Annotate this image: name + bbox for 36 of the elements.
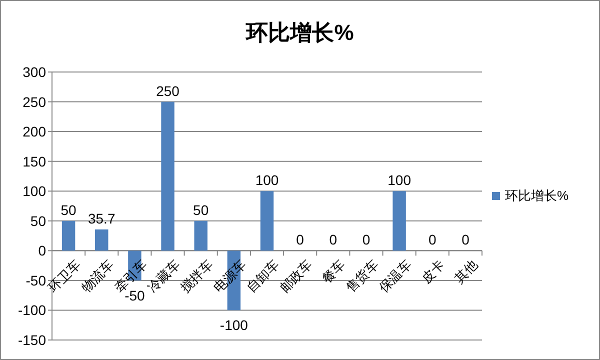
data-label: 0 [296,232,304,248]
x-tick-label: 皮卡 [418,256,448,286]
bar [392,191,406,251]
y-tick-label: 300 [22,64,46,80]
data-label: 250 [156,82,180,99]
y-tick-label: 100 [22,183,46,200]
data-label: -100 [220,317,248,334]
y-tick-label: 50 [30,212,46,229]
x-tick-label: 邮政车 [276,256,315,296]
y-tick-label: 150 [22,153,46,170]
data-label: 0 [362,232,370,248]
y-tick-label: 0 [38,242,46,259]
x-tick-label: 电源车 [210,256,249,296]
x-tick-label: 保温车 [376,256,414,296]
data-label: 100 [388,172,412,188]
bar [95,229,108,251]
bar [194,220,208,251]
data-label: 50 [193,202,209,218]
y-tick-label: -100 [18,302,46,318]
x-tick-label: 其他 [451,256,480,286]
bar [260,191,274,251]
bar [161,102,174,251]
data-label: 100 [255,172,279,188]
data-label: 50 [60,202,77,218]
data-label: 0 [428,232,436,248]
y-tick-label: 200 [22,124,46,140]
legend-label: 环比增长% [505,188,569,203]
data-label: -50 [124,287,146,304]
chart-title: 环比增长% [245,20,354,45]
data-label: 0 [462,232,470,248]
bar [62,220,76,251]
y-tick-label: -150 [18,332,46,348]
y-tick-label: -50 [26,272,46,288]
data-label: 35.7 [88,210,116,226]
y-tick-label: 250 [22,94,46,110]
data-label: 0 [329,232,338,248]
